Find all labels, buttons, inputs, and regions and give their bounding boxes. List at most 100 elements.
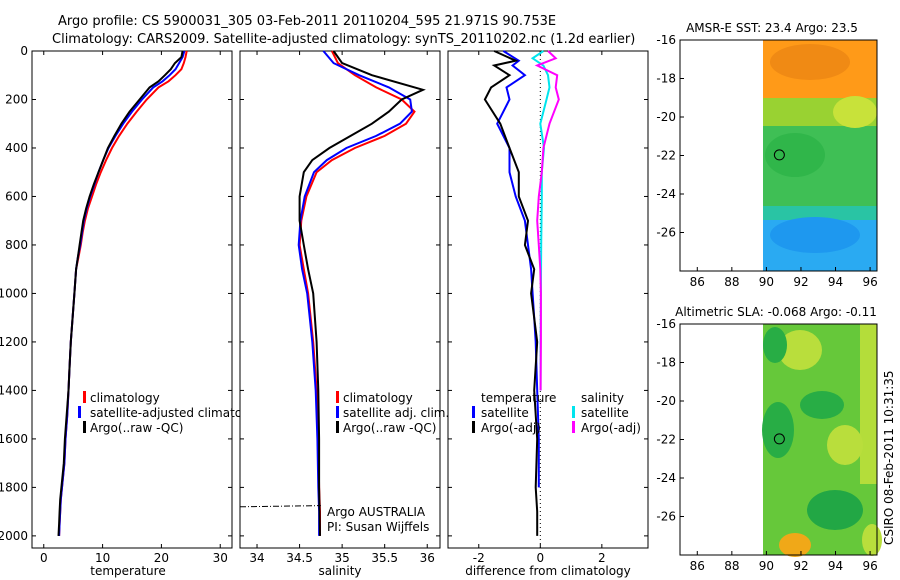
figure-title-line1: Argo profile: CS 5900031_305 03-Feb-2011… <box>58 14 556 29</box>
map-x-tick-label: 90 <box>759 275 774 289</box>
series-line-temperature-argo-adj- <box>483 50 539 536</box>
x-tick-label: 2 <box>598 551 606 565</box>
x-tick-label: 30 <box>213 551 228 565</box>
legend-swatch-climatology <box>83 391 86 403</box>
difference-panel: -2 0 2 difference from climatology tempera… <box>447 50 649 578</box>
salinity-panel: 34 34.5 35 35.5 36 salinity climatology sate… <box>239 50 449 578</box>
y-tick-label: 800 <box>5 238 28 252</box>
map-y-tick-label: -22 <box>656 433 676 447</box>
legend-swatch-temp-argo <box>472 421 475 433</box>
x-tick-label: 20 <box>154 551 169 565</box>
y-tick-label: 0 <box>20 44 28 58</box>
map-y-tick-label: -18 <box>656 356 676 370</box>
difference-xlabel: difference from climatology <box>465 564 631 578</box>
map-x-tick-label: 86 <box>690 559 705 573</box>
map-y-tick-label: -22 <box>656 149 676 163</box>
series-line-satellite-adj-clim- <box>297 50 413 536</box>
y-tick-label: 1400 <box>0 383 28 397</box>
map-y-tick-label: -18 <box>656 72 676 86</box>
map-y-tick-label: -26 <box>656 226 676 240</box>
argo-source-label: Argo AUSTRALIA <box>327 505 426 519</box>
temperature-panel: 0 10 20 30 0 200 400 600 800 1000 1200 1400 1600 1800… <box>0 44 260 578</box>
map-x-tick-label: 96 <box>862 559 877 573</box>
sst-heatmap <box>680 40 877 271</box>
legend-swatch-satellite-adjusted <box>78 406 81 418</box>
salinity-xlabel: salinity <box>318 564 361 578</box>
temperature-plot-frame <box>31 50 233 549</box>
map-y-tick-label: -16 <box>656 317 676 331</box>
argo-pi-label: PI: Susan Wijffels <box>327 520 429 534</box>
figure-title-line2: Climatology: CARS2009. Satellite-adjuste… <box>52 32 635 47</box>
sla-low-1 <box>763 327 787 363</box>
salinity-profile-lines <box>239 50 426 536</box>
x-tick-label: 0 <box>536 551 544 565</box>
legend-swatch-satellite-adj <box>336 406 339 418</box>
sst-band-lower-mid <box>763 206 877 222</box>
sla-high-1 <box>778 330 822 370</box>
map-x-tick-label: 88 <box>724 559 739 573</box>
y-tick-label: 1200 <box>0 335 28 349</box>
difference-profile-lines <box>483 50 560 536</box>
x-tick-label: -2 <box>473 551 485 565</box>
y-tick-label: 400 <box>5 141 28 155</box>
legend-label-climatology: climatology <box>90 391 160 405</box>
sst-green-patch <box>765 133 825 177</box>
sla-low-3 <box>762 402 794 458</box>
map-y-tick-label: -26 <box>656 510 676 524</box>
x-tick-label: 34 <box>249 551 264 565</box>
timestamp-label: CSIRO 08-Feb-2011 10:31:35 <box>882 370 896 545</box>
x-tick-label: 35 <box>334 551 349 565</box>
series-line-salinity-argo-adj- <box>534 50 560 391</box>
series-line-argo-raw-qc- <box>57 50 184 536</box>
map-y-tick-label: -20 <box>656 394 676 408</box>
sst-warm-blob <box>770 44 850 80</box>
argo-location-marker <box>773 149 785 161</box>
map-y-tick-label: -24 <box>656 471 676 485</box>
series-line-argo-raw-qc- <box>298 50 426 536</box>
series-line-temperature-satellite <box>496 50 540 488</box>
salinity-axis-ticks: 34 34.5 35 35.5 36 <box>240 50 440 565</box>
legend-label-argo: Argo(..raw -QC) <box>90 421 183 435</box>
legend-title-temperature: temperature <box>481 391 556 405</box>
legend-label-argo: Argo(..raw -QC) <box>343 421 436 435</box>
map-x-tick-label: 94 <box>828 275 843 289</box>
x-tick-label: 10 <box>95 551 110 565</box>
sst-map-title: AMSR-E SST: 23.4 Argo: 23.5 <box>686 21 858 35</box>
temperature-xlabel: temperature <box>90 564 165 578</box>
sla-high-3 <box>779 533 811 557</box>
sst-map-panel: AMSR-E SST: 23.4 Argo: 23.5 86 88 90 92 94 96… <box>656 21 877 289</box>
map-y-tick-label: -20 <box>656 110 676 124</box>
legend-swatch-sal-argo <box>572 421 575 433</box>
map-x-tick-label: 88 <box>724 275 739 289</box>
legend-label-temp-satellite: satellite <box>481 406 529 420</box>
legend-label-sal-satellite: satellite <box>581 406 629 420</box>
sla-high-4 <box>862 524 882 556</box>
legend-swatch-argo <box>83 421 86 433</box>
y-tick-label: 2000 <box>0 529 28 543</box>
map-x-tick-label: 92 <box>793 559 808 573</box>
legend-label-satellite-adj: satellite adj. clim. <box>343 406 449 420</box>
legend-swatch-argo <box>336 421 339 433</box>
sla-map-title: Altimetric SLA: -0.068 Argo: -0.11 <box>675 305 877 319</box>
map-x-tick-label: 96 <box>862 275 877 289</box>
y-tick-label: 1600 <box>0 432 28 446</box>
legend-swatch-sal-satellite <box>572 406 575 418</box>
sla-map-panel: Altimetric SLA: -0.068 Argo: -0.11 86 88 9… <box>656 305 882 573</box>
sla-map-ticks: 86 88 90 92 94 96 -16 -18 -20 -22 -24 -26 <box>656 317 877 573</box>
y-tick-label: 1000 <box>0 286 28 300</box>
argo-location-marker <box>773 433 785 445</box>
map-x-tick-label: 86 <box>690 275 705 289</box>
sla-low-2 <box>800 391 844 419</box>
salinity-plot-frame <box>239 50 441 549</box>
x-tick-label: 0 <box>40 551 48 565</box>
legend-label-climatology: climatology <box>343 391 413 405</box>
difference-axis-ticks: -2 0 2 <box>448 50 648 565</box>
legend-label-satellite-adjusted: satellite-adjusted climatolog <box>90 406 260 420</box>
sla-low-4 <box>807 490 863 530</box>
sst-yellow-patch <box>833 96 877 128</box>
sst-cool-patch <box>770 217 860 253</box>
y-tick-label: 600 <box>5 189 28 203</box>
x-tick-label: 34.5 <box>286 551 313 565</box>
sla-east-band <box>860 324 877 484</box>
